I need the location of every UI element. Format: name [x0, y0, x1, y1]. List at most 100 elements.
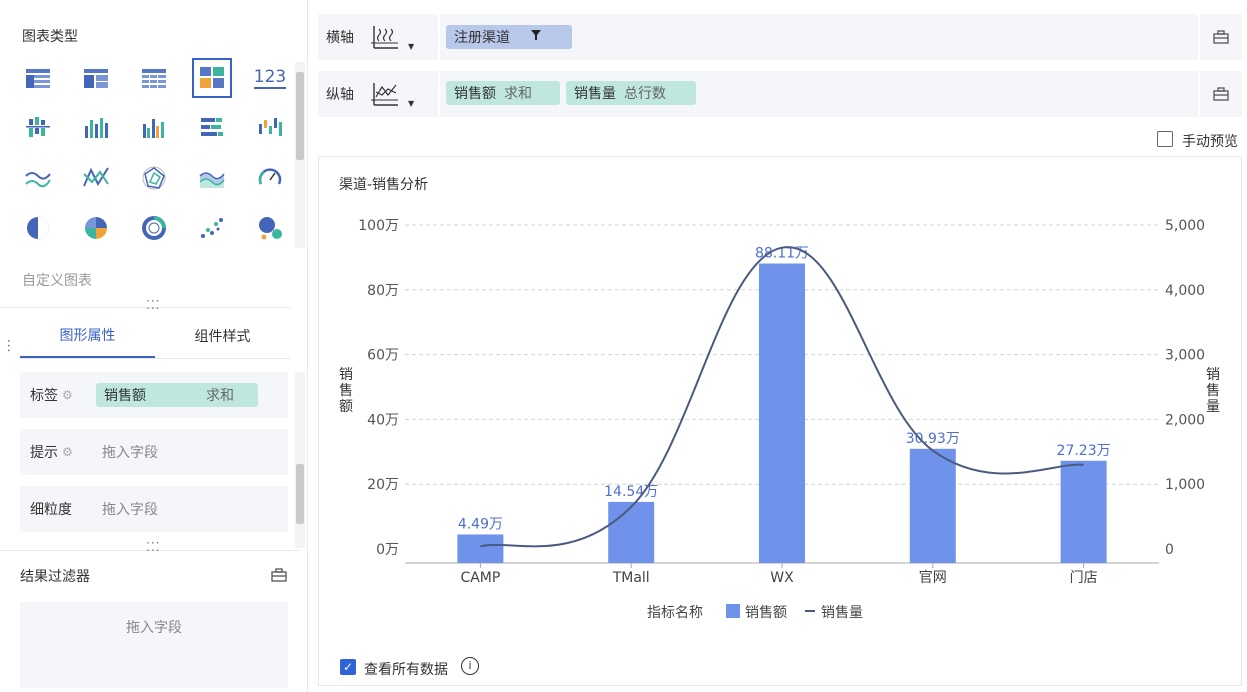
label-field-name: 销售额 — [104, 388, 146, 404]
y-right-tick-label: 0 — [1165, 542, 1174, 558]
manual-preview-checkbox[interactable] — [1157, 131, 1173, 147]
prop-tooltip-name: 提示 — [30, 445, 58, 461]
manual-preview-label: 手动预览 — [1182, 134, 1238, 150]
bar-data-label: 4.49万 — [458, 516, 503, 532]
resize-grip-icon[interactable]: ⁚⁚⁚ — [146, 298, 161, 312]
x-axis-field-name: 注册渠道 — [454, 30, 510, 46]
legend-item-bar: 销售额 — [745, 605, 787, 621]
gallery-scrollbar-thumb[interactable] — [296, 72, 304, 160]
y-axis-drop-zone[interactable]: 销售额 求和 销售量 总行数 — [438, 71, 1196, 117]
props-scrollbar-thumb[interactable] — [296, 464, 304, 524]
custom-chart-icon[interactable] — [192, 58, 232, 98]
result-filter-drop-zone[interactable]: 拖入字段 — [20, 602, 288, 688]
bar-data-label: 88.11万 — [755, 246, 809, 262]
label-field-pill[interactable]: 销售额 求和 — [96, 383, 258, 407]
legend-swatch-bar — [726, 604, 740, 618]
prop-row-granularity: 细粒度 拖入字段 — [20, 486, 288, 532]
grouped-bar-icon[interactable] — [18, 108, 58, 148]
y-left-axis-label-char: 额 — [339, 399, 353, 415]
y-left-axis-label-char: 销 — [339, 367, 353, 383]
prop-row-label: 标签 ⚙ 销售额 求和 — [20, 372, 288, 418]
prop-label-name-wrap: 标签 ⚙ — [20, 385, 96, 405]
x-tick-label: TMall — [612, 570, 650, 586]
x-tick-label: 门店 — [1070, 570, 1098, 586]
tooltip-drop-zone[interactable]: 拖入字段 — [102, 445, 158, 461]
y-left-tick-label: 40万 — [367, 412, 399, 428]
y-axis-field-agg: 求和 — [504, 86, 532, 102]
waterfall-icon[interactable] — [250, 108, 290, 148]
tab-divider — [20, 358, 290, 359]
y-right-tick-label: 3,000 — [1165, 348, 1205, 364]
bar-WX — [759, 263, 805, 563]
panel-collapse-handle-icon[interactable]: ⋮ — [2, 338, 17, 354]
polyline-chart-icon[interactable] — [76, 158, 116, 198]
result-filter-placeholder: 拖入字段 — [126, 620, 182, 636]
pie-chart-icon[interactable] — [18, 208, 58, 248]
kpi-number-text: 123 — [253, 67, 287, 89]
bar-CAMP — [457, 534, 504, 563]
y-axis-field-agg: 总行数 — [624, 86, 666, 102]
kpi-number-icon[interactable]: 123 — [250, 58, 290, 98]
gallery-scrollbar[interactable] — [295, 62, 305, 248]
result-filter-title: 结果过滤器 — [20, 569, 90, 585]
y-axis-field-pill-sales[interactable]: 销售额 求和 — [446, 81, 560, 105]
scatter-chart-icon[interactable] — [192, 208, 232, 248]
divider — [0, 550, 300, 551]
tab-graphic-properties[interactable]: 图形属性 — [20, 314, 155, 358]
y-axis-label: 纵轴 — [326, 87, 354, 103]
left-panel: 图表类型 123 — [0, 0, 308, 692]
resize-grip-icon[interactable]: ⁚⁚⁚ — [146, 540, 161, 554]
x-axis-setting-icon[interactable] — [1198, 14, 1242, 60]
area-chart-icon[interactable] — [192, 158, 232, 198]
y-axis-field-name: 销售量 — [574, 86, 616, 102]
gear-icon[interactable]: ⚙ — [62, 445, 73, 459]
granularity-drop-zone[interactable]: 拖入字段 — [102, 502, 158, 518]
line-chart-icon[interactable] — [18, 158, 58, 198]
prop-label-name: 标签 — [30, 388, 58, 404]
x-axis-field-pill[interactable]: 注册渠道 — [446, 25, 572, 49]
filter-setting-icon[interactable] — [270, 566, 288, 588]
props-scrollbar[interactable] — [295, 372, 305, 548]
y-right-tick-label: 2,000 — [1165, 412, 1205, 428]
view-all-data-checkbox[interactable]: ✓ — [340, 659, 356, 675]
chart-frame: 渠道-销售分析 0万 20万 40万 60万 80万 100万 0 1,000 2,000 3,00… — [318, 156, 1242, 686]
bar-门店 — [1060, 460, 1107, 563]
radar-chart-icon[interactable] — [134, 158, 174, 198]
gauge-chart-icon[interactable] — [250, 158, 290, 198]
cross-table-icon[interactable] — [18, 58, 58, 98]
x-axis-drop-zone[interactable]: 注册渠道 — [438, 14, 1196, 60]
line-series-销售量 — [480, 246, 1084, 548]
label-field-agg: 求和 — [206, 388, 234, 404]
bar-horizontal-icon[interactable] — [192, 108, 232, 148]
rose-pie-icon[interactable] — [76, 208, 116, 248]
group-table-icon[interactable] — [76, 58, 116, 98]
y-axis-setting-icon[interactable] — [1198, 71, 1242, 117]
y-left-tick-label: 60万 — [367, 348, 399, 364]
tab-component-style[interactable]: 组件样式 — [194, 329, 251, 345]
axis-type-icon[interactable] — [370, 24, 400, 52]
y-right-tick-label: 5,000 — [1165, 218, 1205, 234]
detail-table-icon[interactable] — [134, 58, 174, 98]
multi-column-icon[interactable] — [134, 108, 174, 148]
custom-chart-label: 自定义图表 — [22, 273, 92, 289]
y-left-tick-label: 100万 — [358, 218, 399, 234]
filter-icon[interactable] — [530, 29, 542, 45]
axis-type-icon[interactable] — [370, 81, 400, 109]
divider — [0, 307, 290, 308]
chevron-down-icon[interactable]: ▼ — [408, 42, 415, 51]
info-icon[interactable]: i — [461, 657, 479, 675]
column-chart-icon[interactable] — [76, 108, 116, 148]
gear-icon[interactable]: ⚙ — [62, 388, 73, 402]
bubble-chart-icon[interactable] — [250, 208, 290, 248]
donut-chart-icon[interactable] — [134, 208, 174, 248]
x-axis-label: 横轴 — [326, 30, 354, 46]
prop-row-tooltip: 提示 ⚙ 拖入字段 — [20, 429, 288, 475]
y-right-axis-label-char: 售 — [1206, 383, 1220, 399]
y-axis-field-pill-volume[interactable]: 销售量 总行数 — [566, 81, 696, 105]
y-right-axis-label-char: 销 — [1206, 367, 1220, 383]
y-right-axis-label-char: 量 — [1206, 399, 1220, 415]
y-left-tick-label: 20万 — [367, 477, 399, 493]
x-tick-label: WX — [770, 570, 794, 586]
chevron-down-icon[interactable]: ▼ — [408, 99, 415, 108]
